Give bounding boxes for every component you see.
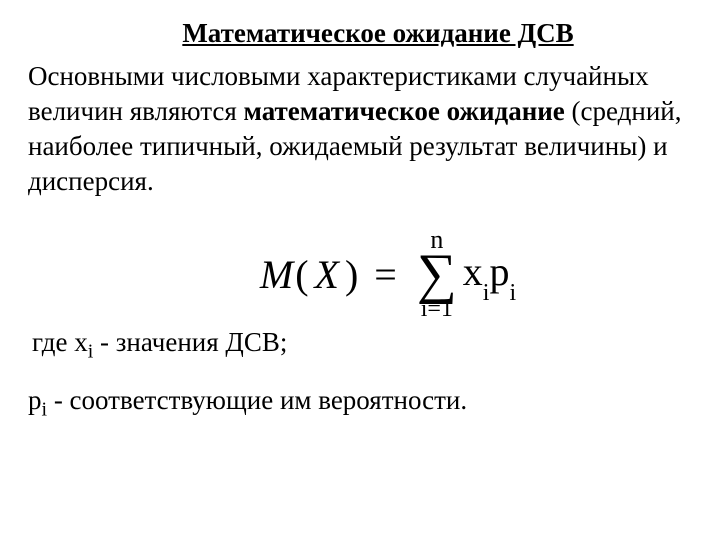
where-line: где xi - значения ДСВ; [24, 327, 692, 363]
formula-term: xipi [463, 248, 516, 301]
paragraph-bold-term: математическое ожидание [244, 96, 565, 126]
formula: M(X) = n ∑ i=1 xipi [260, 227, 516, 321]
page-title: Математическое ожидание ДСВ [64, 18, 692, 49]
probs-line: pi - соответствующие им вероятности. [24, 385, 692, 421]
formula-p: p [489, 249, 509, 294]
sigma-lower: i=1 [421, 297, 453, 321]
where-prefix: где x [32, 327, 88, 357]
formula-xi: i [483, 280, 490, 306]
formula-eq: = [374, 251, 397, 298]
formula-X: X [315, 252, 341, 297]
formula-M: M [260, 252, 295, 297]
main-paragraph: Основными числовыми характеристиками слу… [24, 59, 692, 199]
formula-block: M(X) = n ∑ i=1 xipi [84, 227, 692, 321]
formula-pclose: ) [345, 252, 360, 297]
formula-x: x [463, 249, 483, 294]
probs-rest: - соответствующие им вероятности. [47, 385, 467, 415]
where-rest: - значения ДСВ; [93, 327, 287, 357]
sigma-block: n ∑ i=1 [417, 227, 457, 321]
sigma-symbol: ∑ [417, 251, 457, 299]
probs-p: p [28, 385, 42, 415]
formula-pi: i [509, 280, 516, 306]
formula-popen: ( [295, 252, 310, 297]
formula-lhs: M(X) [260, 251, 360, 298]
